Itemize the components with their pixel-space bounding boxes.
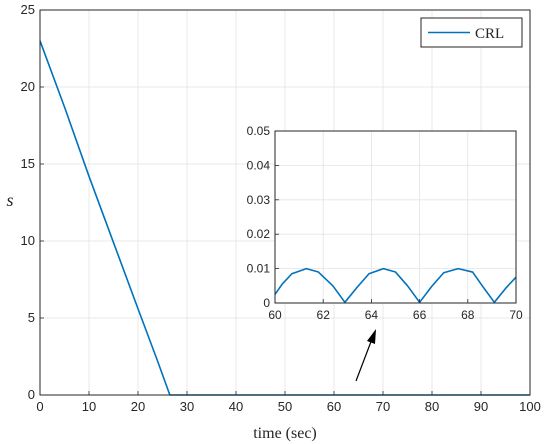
x-tick-label: 60 bbox=[268, 308, 282, 322]
main-x-ticks: 0 10 20 30 40 50 60 70 80 90 100 bbox=[36, 391, 541, 414]
x-tick-label: 64 bbox=[365, 308, 379, 322]
x-tick-label: 10 bbox=[82, 399, 96, 414]
x-tick-label: 30 bbox=[180, 399, 194, 414]
y-tick-label: 15 bbox=[21, 156, 35, 171]
inset-plot-area bbox=[275, 131, 516, 303]
y-tick-label: 0.05 bbox=[247, 124, 271, 138]
y-tick-label: 25 bbox=[21, 2, 35, 17]
inset-x-ticks: 60 62 64 66 68 70 bbox=[268, 299, 523, 322]
y-tick-label: 0.01 bbox=[247, 262, 271, 276]
x-tick-label: 20 bbox=[131, 399, 145, 414]
x-tick-label: 70 bbox=[509, 308, 523, 322]
y-tick-label: 20 bbox=[21, 79, 35, 94]
legend: CRL bbox=[420, 17, 523, 48]
y-tick-label: 0.02 bbox=[247, 227, 271, 241]
x-tick-label: 62 bbox=[317, 308, 331, 322]
x-tick-label: 80 bbox=[425, 399, 439, 414]
inset-plot-frame bbox=[274, 130, 517, 304]
y-axis-title: s bbox=[6, 190, 13, 210]
x-tick-label: 100 bbox=[519, 399, 541, 414]
inset-plot: 60 62 64 66 68 70 0 0.01 0.02 0.03 0.04 0.05 bbox=[247, 124, 523, 322]
x-tick-label: 68 bbox=[461, 308, 475, 322]
main-y-ticks: 0 5 10 15 20 25 bbox=[21, 2, 44, 402]
zoom-arrow bbox=[355, 329, 376, 382]
x-tick-label: 0 bbox=[36, 399, 43, 414]
x-tick-label: 66 bbox=[413, 308, 427, 322]
x-axis-title: time (sec) bbox=[253, 425, 317, 442]
inset-series-group bbox=[274, 267, 517, 304]
y-tick-label: 5 bbox=[28, 310, 35, 325]
x-tick-label: 50 bbox=[278, 399, 292, 414]
y-tick-label: 0.04 bbox=[247, 158, 271, 172]
legend-label: CRL bbox=[475, 26, 504, 42]
x-tick-label: 40 bbox=[229, 399, 243, 414]
y-tick-label: 10 bbox=[21, 233, 35, 248]
y-tick-label: 0 bbox=[263, 296, 270, 310]
y-tick-label: 0.03 bbox=[247, 193, 271, 207]
x-tick-label: 90 bbox=[474, 399, 488, 414]
x-tick-label: 60 bbox=[327, 399, 341, 414]
zoom-arrow-head bbox=[367, 329, 376, 344]
x-tick-label: 70 bbox=[376, 399, 390, 414]
inset-y-ticks: 0 0.01 0.02 0.03 0.04 0.05 bbox=[247, 124, 279, 310]
zoom-arrow-shaft bbox=[355, 338, 373, 382]
y-tick-label: 0 bbox=[28, 387, 35, 402]
series-line bbox=[274, 267, 517, 304]
